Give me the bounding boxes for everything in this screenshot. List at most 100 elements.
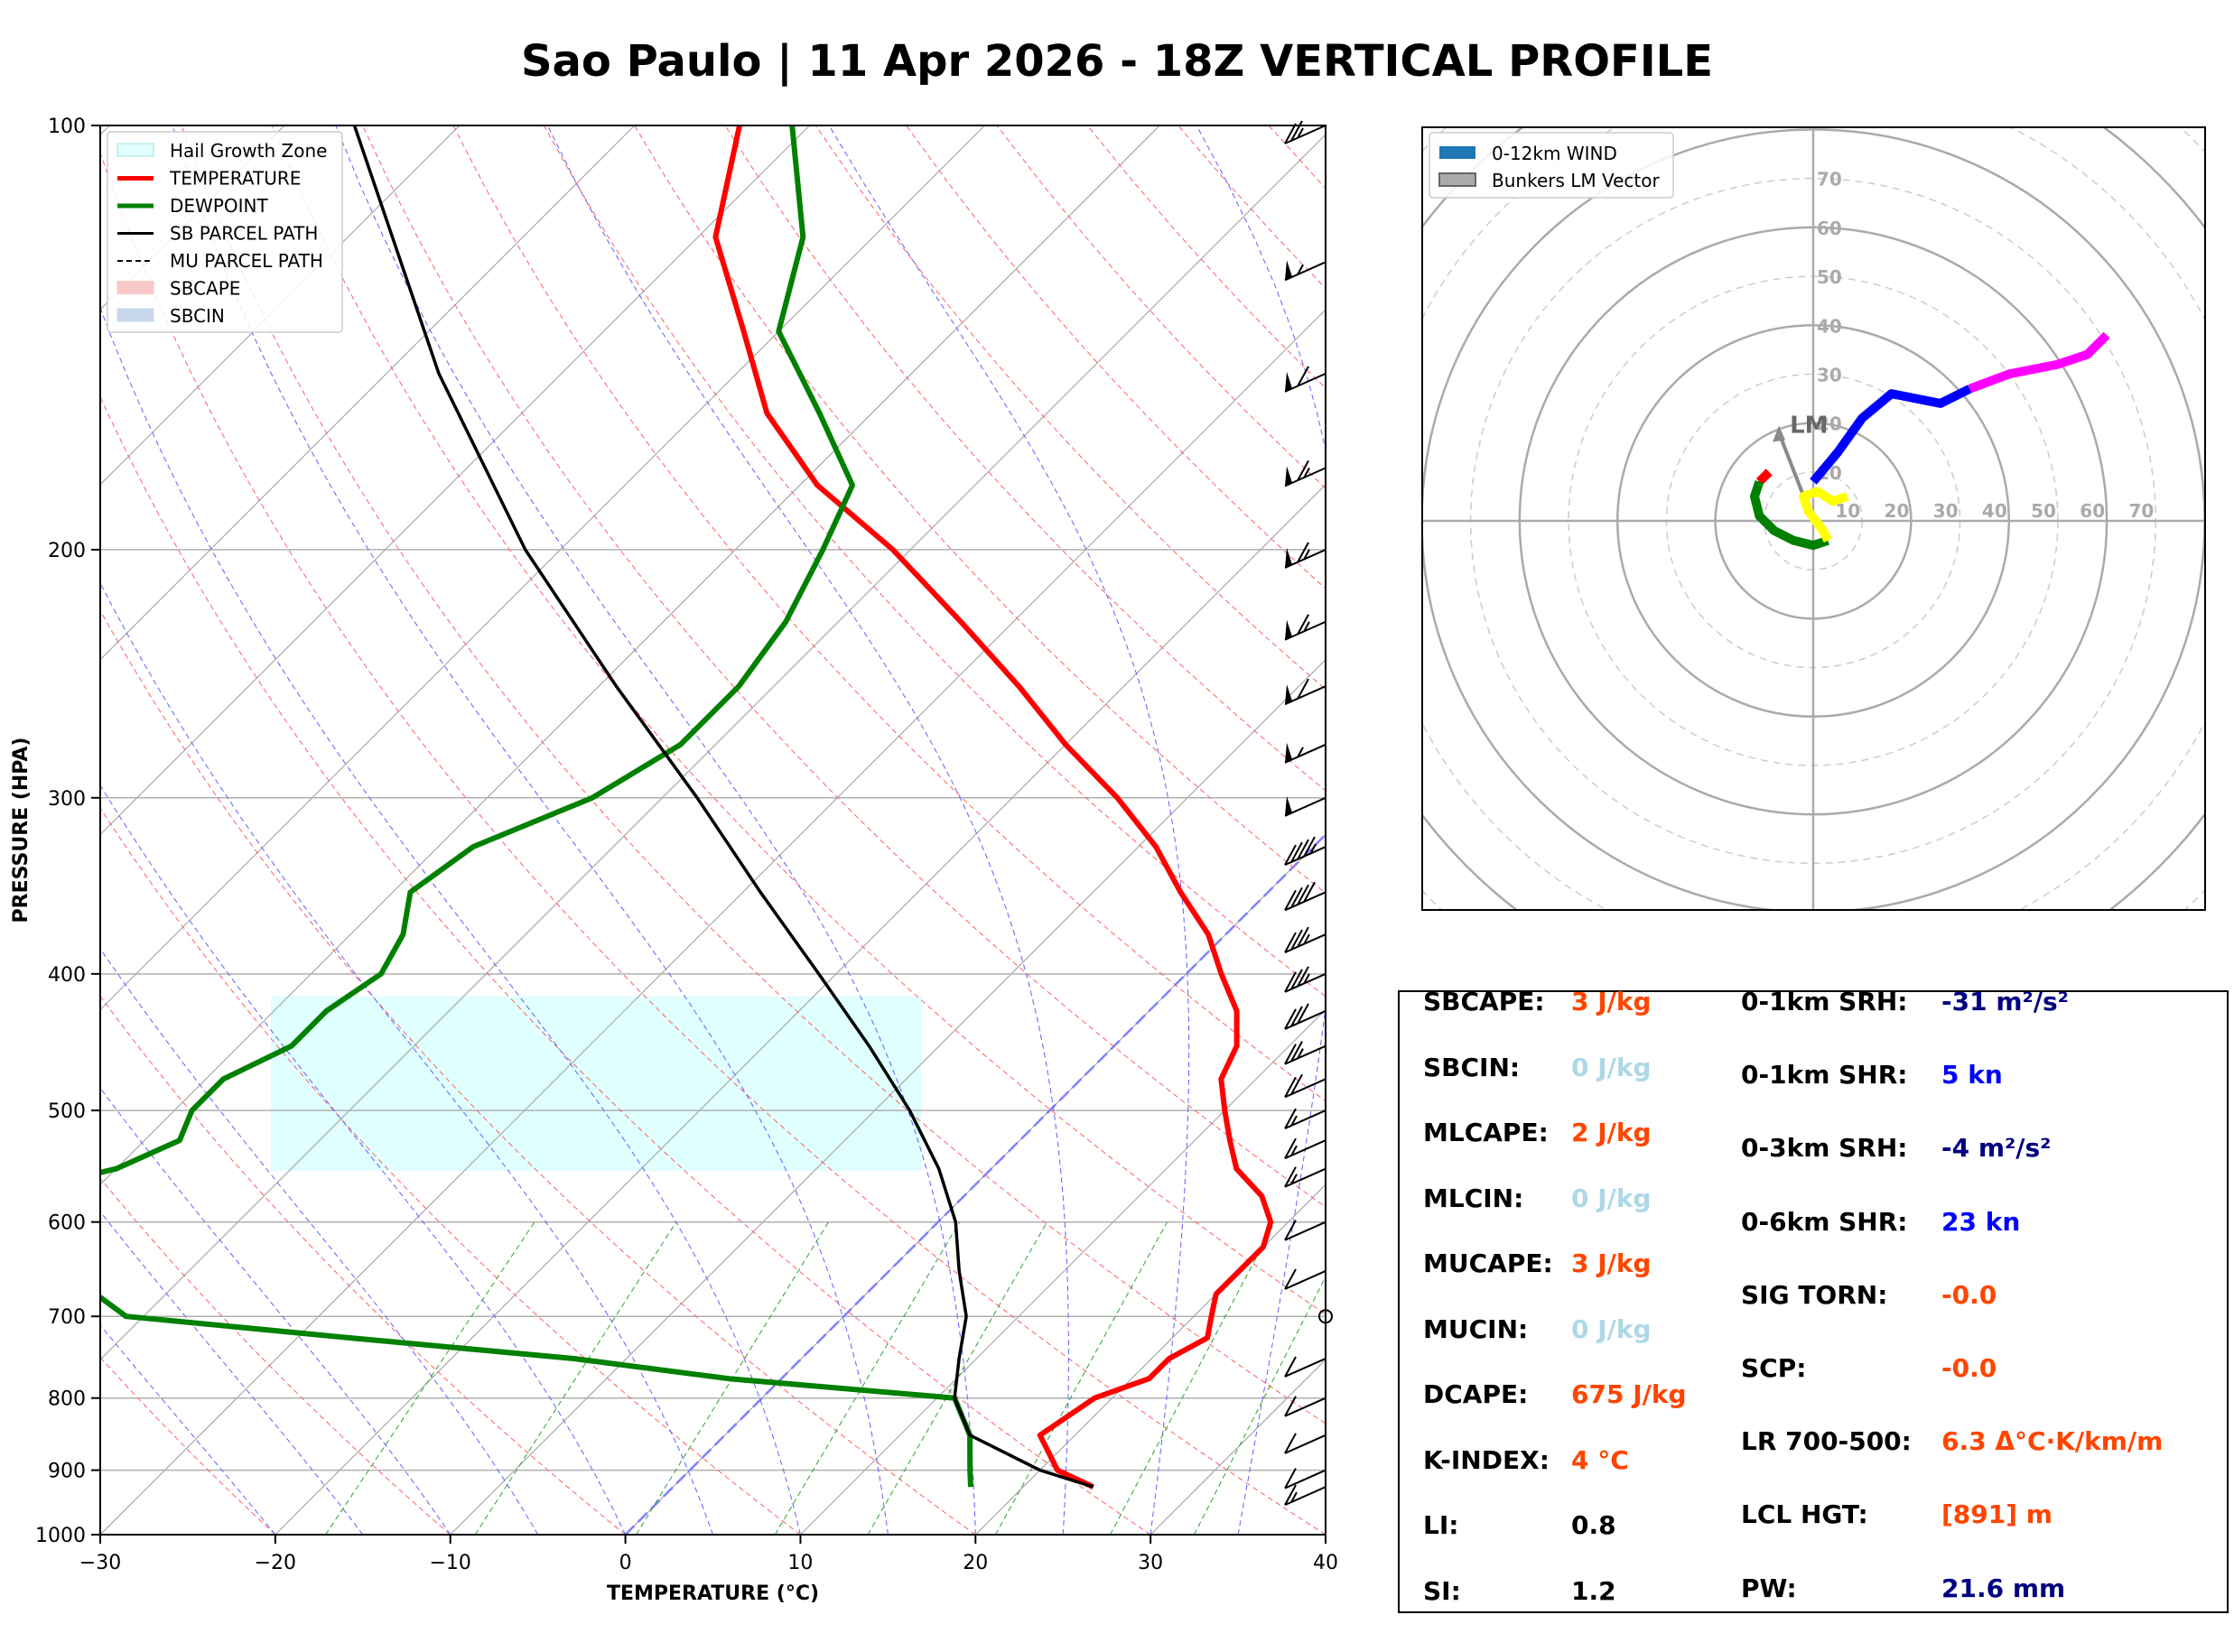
wind-barb xyxy=(1284,881,1326,912)
barb-full xyxy=(1284,844,1297,866)
moist-adiabat xyxy=(100,1324,276,1535)
hail-growth-zone xyxy=(271,996,921,1172)
wind-barb xyxy=(1284,1268,1326,1290)
wind-barb xyxy=(1284,836,1326,866)
barb-shaft xyxy=(1284,1434,1326,1454)
skew-t-frame xyxy=(99,125,1326,1536)
legend-box xyxy=(1429,132,1674,199)
param-label: PW: xyxy=(1741,1573,1797,1603)
param-label: MLCIN: xyxy=(1423,1183,1524,1213)
param-label: K-INDEX: xyxy=(1423,1444,1550,1475)
barb-half xyxy=(1297,264,1304,275)
ring-label-y: 60 xyxy=(1817,218,1842,239)
wind-barb xyxy=(1284,1396,1326,1417)
hodograph-segment xyxy=(1968,331,2110,394)
isotherm xyxy=(800,1008,1326,1535)
param-value: 0 J/kg xyxy=(1571,1313,1652,1344)
legend-label: SB PARCEL PATH xyxy=(170,223,318,245)
legend-label: Hail Growth Zone xyxy=(170,140,327,162)
dry-adiabat xyxy=(100,609,976,1535)
param-value: 5 kn xyxy=(1941,1060,2003,1091)
barb-full xyxy=(1284,1268,1297,1290)
barb-full xyxy=(1290,1006,1303,1027)
barb-flag xyxy=(1285,260,1292,281)
barb-full xyxy=(1297,614,1309,636)
param-value: 23 kn xyxy=(1941,1206,2021,1237)
param-value: 0 J/kg xyxy=(1571,1052,1652,1082)
isotherm xyxy=(100,125,1160,1186)
param-value: 4 °C xyxy=(1571,1444,1629,1475)
param-label: MLCAPE: xyxy=(1423,1118,1549,1147)
y-tick-label: 600 xyxy=(48,1212,86,1235)
wind-barb xyxy=(1284,1003,1326,1030)
param-value: 0.8 xyxy=(1571,1510,1616,1540)
param-label: SBCAPE: xyxy=(1423,987,1545,1016)
chart-title: Sao Paulo | 11 Apr 2026 - 18Z VERTICAL P… xyxy=(520,36,1714,87)
barb-full xyxy=(1284,1396,1297,1417)
ring-label-y: 40 xyxy=(1817,315,1842,337)
param-label: MUCIN: xyxy=(1423,1313,1529,1344)
wind-barb xyxy=(1284,926,1326,953)
lm-arrowhead xyxy=(1773,425,1786,442)
barb-half xyxy=(1303,933,1310,945)
moist-adiabat xyxy=(100,784,627,1535)
barb-full xyxy=(1284,1008,1297,1030)
param-label: 0-6km SHR: xyxy=(1741,1206,1908,1237)
barb-flag xyxy=(1285,742,1292,763)
param-label: 0-3km SRH: xyxy=(1741,1133,1908,1164)
legend-swatch xyxy=(1439,146,1475,159)
dry-adiabat xyxy=(634,125,1326,894)
param-value: 1.2 xyxy=(1571,1575,1616,1606)
wind-barb xyxy=(1284,795,1326,817)
x-tick-label: −30 xyxy=(79,1552,121,1574)
moist-adiabat xyxy=(172,125,889,1535)
param-value: 3 J/kg xyxy=(1571,1248,1652,1278)
dry-adiabat xyxy=(100,1177,451,1535)
barb-full xyxy=(1284,123,1297,144)
barb-shaft xyxy=(1284,1469,1326,1490)
calm-circle xyxy=(1318,1309,1333,1324)
dry-adiabat xyxy=(452,125,1326,1102)
dry-adiabat xyxy=(100,807,801,1535)
wind-barb xyxy=(1284,1356,1326,1378)
barb-full xyxy=(1290,120,1303,142)
wind-barb xyxy=(1284,678,1326,706)
isotherm xyxy=(100,125,461,486)
barb-full xyxy=(1297,884,1309,905)
range-ring xyxy=(1422,127,2205,910)
legend-label: SBCIN xyxy=(170,305,225,327)
wind-barb xyxy=(1284,1166,1326,1188)
barb-flag xyxy=(1285,619,1292,640)
freezing-isotherm xyxy=(624,832,1326,1535)
sb-parcel-path-line xyxy=(352,125,1094,1489)
wind-barb xyxy=(1284,1220,1326,1241)
skew-t-legend: Hail Growth Zone TEMPERATURE DEWPOINT SB PA… xyxy=(107,131,343,333)
barb-flag xyxy=(1285,466,1292,487)
barb-half xyxy=(1303,467,1310,478)
hodograph-frame xyxy=(1421,126,2206,911)
wind-barb xyxy=(1284,120,1326,144)
dry-adiabat xyxy=(100,395,1151,1535)
mixing-ratio-line xyxy=(1110,1221,1276,1535)
wind-barb xyxy=(1284,1041,1326,1065)
skew-t-plot-area xyxy=(100,125,1326,1535)
barb-full xyxy=(1297,839,1309,860)
legend-swatch xyxy=(1438,172,1476,187)
barb-full xyxy=(1297,1003,1309,1025)
barb-half xyxy=(1290,1174,1298,1185)
x-tick-label: 0 xyxy=(619,1552,632,1574)
param-label: 0-1km SRH: xyxy=(1741,987,1908,1016)
moist-adiabat xyxy=(1196,125,1326,1535)
dry-adiabat xyxy=(100,151,1326,1535)
ring-label-x: 40 xyxy=(1982,500,2007,522)
barb-half xyxy=(1303,973,1310,985)
x-tick-label: 10 xyxy=(787,1552,813,1574)
temperature-line xyxy=(712,125,1274,1490)
param-label: LCL HGT: xyxy=(1741,1499,1868,1530)
barb-full xyxy=(1284,1044,1297,1065)
dewpoint-line xyxy=(100,125,973,1488)
legend-label: SBCAPE xyxy=(170,278,240,300)
x-tick-label: −20 xyxy=(255,1552,296,1574)
